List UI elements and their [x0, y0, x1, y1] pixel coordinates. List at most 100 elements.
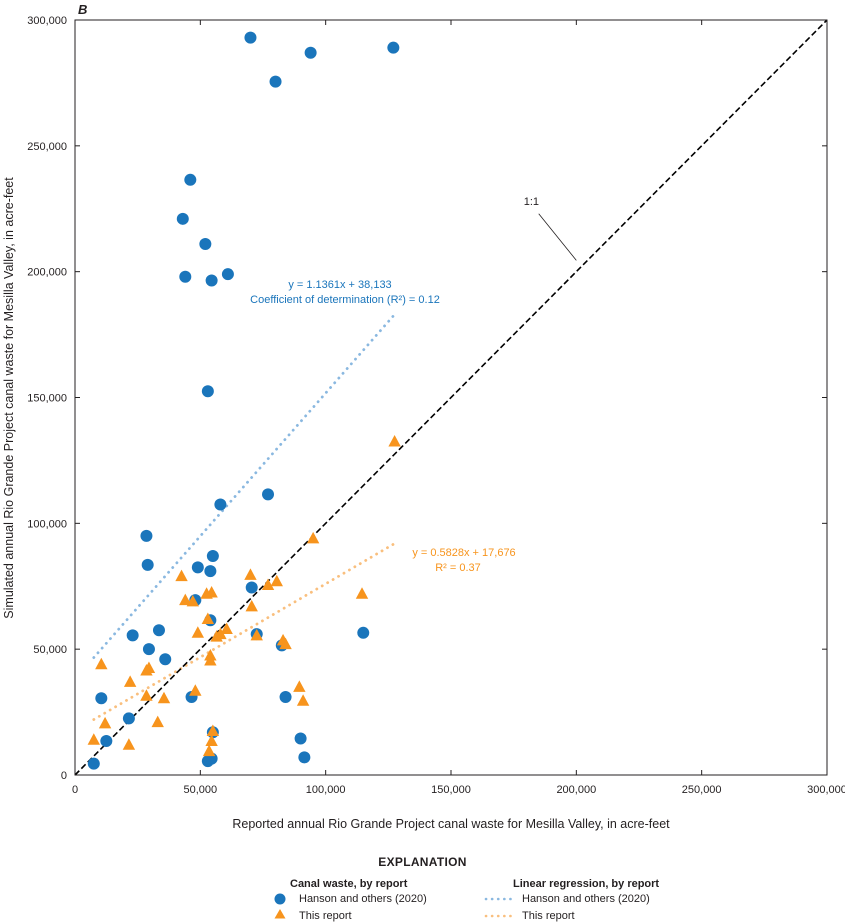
hanson-data-point: [387, 41, 400, 54]
legend-hanson-circle-icon: [274, 893, 286, 905]
hanson-data-point: [279, 690, 292, 703]
this-report-data-point: [122, 738, 136, 750]
axes: 0 50,000 100,000 150,000 200,000 250,000 300,0…: [27, 15, 845, 796]
hanson-data-point: [201, 385, 214, 398]
this-report-data-point: [123, 675, 137, 687]
hanson-data-point: [126, 629, 139, 642]
this-report-data-point: [204, 653, 217, 666]
hanson-data-point: [221, 268, 234, 281]
this-report-data-point: [270, 574, 283, 587]
x-tick-label: 0: [72, 784, 78, 796]
hanson-data-point: [357, 626, 370, 639]
this-report-data-point: [179, 593, 192, 606]
y-tick-label: 100,000: [27, 518, 67, 530]
this-report-data-point: [205, 734, 218, 747]
hanson-data-point: [294, 732, 307, 745]
this-report-data-point: [87, 733, 100, 745]
this-report-data-point: [261, 578, 275, 590]
hanson-data-point: [298, 751, 311, 764]
x-tick-label: 150,000: [431, 784, 471, 796]
x-tick-label: 200,000: [556, 784, 596, 796]
y-axis-title: Simulated annual Rio Grande Project cana…: [2, 177, 16, 619]
hanson-data-point: [191, 561, 204, 574]
this-report-data-point: [296, 694, 310, 706]
this-report-data-point: [220, 622, 233, 635]
this-report-data-point: [388, 435, 401, 447]
regression-lines: [92, 313, 397, 721]
y-tick-label: 250,000: [27, 141, 67, 153]
panel-label: B: [78, 2, 87, 17]
hanson-data-point: [244, 31, 257, 44]
hanson-data-point: [142, 643, 155, 656]
this-report-regression-r2: R² = 0.37: [435, 562, 481, 574]
hanson-data-point: [262, 488, 275, 501]
hanson-data-point: [205, 274, 218, 287]
hanson-data-point: [152, 624, 165, 637]
x-tick-label: 50,000: [184, 784, 218, 796]
this-report-data-point: [140, 664, 153, 676]
this-report-data-point: [202, 744, 216, 757]
hanson-regression-r2: Coefficient of determination (R²) = 0.12: [250, 294, 440, 306]
hanson-data-point: [122, 712, 135, 725]
hanson-data-point: [141, 558, 154, 571]
legend-regression-lines: [484, 897, 516, 918]
legend-canal-waste-title: Canal waste, by report: [290, 878, 408, 890]
this-report-data-point: [140, 689, 153, 701]
this-report-data-point: [201, 612, 215, 624]
this-report-data-point: [244, 568, 257, 580]
legend-hanson-label: Hanson and others (2020): [299, 893, 427, 905]
y-tick-label: 200,000: [27, 267, 67, 279]
y-tick-label: 0: [61, 770, 67, 782]
this-report-data-point: [206, 724, 220, 736]
this-report-data-point: [205, 586, 218, 598]
this-report-data-point: [157, 691, 171, 704]
hanson-data-point: [159, 653, 172, 666]
this-report-data-point: [279, 637, 292, 650]
hanson-regression-equation: y = 1.1361x + 38,133: [288, 279, 391, 291]
hanson-data-point: [214, 498, 227, 511]
this-report-data-point: [306, 531, 320, 544]
legend-this-report-label: This report: [299, 910, 352, 922]
one-to-one-label: 1:1: [524, 196, 539, 208]
hanson-data-point: [304, 46, 317, 59]
this-report-data-point: [191, 626, 205, 638]
this-report-regression-equation: y = 0.5828x + 17,676: [412, 547, 515, 559]
hanson-data-point: [140, 529, 153, 542]
y-tick-label: 150,000: [27, 393, 67, 405]
legend-markers: [274, 893, 286, 919]
hanson-data-point: [199, 237, 212, 250]
x-axis-title: Reported annual Rio Grande Project canal…: [232, 817, 670, 831]
this-report-data-point: [98, 716, 112, 729]
this-report-data-point: [186, 594, 200, 607]
hanson-data-point: [176, 212, 189, 225]
hanson-data-point: [206, 550, 219, 563]
this-report-data-point: [189, 684, 202, 696]
this-report-data-point: [151, 715, 164, 728]
this-report-data-point: [214, 627, 227, 640]
x-tick-label: 100,000: [306, 784, 346, 796]
x-tick-label: 250,000: [682, 784, 722, 796]
hanson-data-point: [95, 692, 108, 705]
hanson-data-point: [100, 735, 113, 748]
x-tick-label: 300,000: [807, 784, 845, 796]
y-tick-label: 50,000: [33, 644, 67, 656]
legend-title: EXPLANATION: [378, 855, 467, 869]
legend-regression-title: Linear regression, by report: [513, 878, 660, 890]
hanson-data-point: [184, 173, 197, 186]
legend-regression-this-report-label: This report: [522, 910, 575, 922]
scatter-chart: 1:1 0 50,000 100,000 150,000 200,000 250,000 3…: [2, 2, 845, 831]
this-report-regression-line: [92, 542, 397, 721]
hanson-data-point: [204, 565, 217, 578]
hanson-data-point: [245, 581, 258, 594]
this-report-data-point: [355, 587, 369, 599]
hanson-data-point: [87, 757, 100, 770]
one-to-one-leader-line: [538, 213, 577, 261]
legend-this-report-triangle-icon: [274, 909, 286, 919]
this-report-data-point: [175, 569, 188, 582]
one-to-one-line: [74, 19, 828, 776]
hanson-data-point: [269, 75, 282, 88]
data-points: [87, 31, 401, 770]
this-report-data-point: [293, 680, 306, 692]
y-tick-label: 300,000: [27, 15, 67, 27]
legend-regression-hanson-label: Hanson and others (2020): [522, 893, 650, 905]
